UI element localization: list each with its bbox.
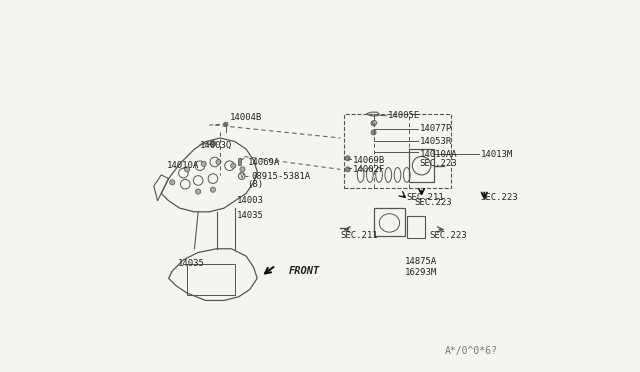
Circle shape [345,167,350,172]
Text: 14875A: 14875A [405,257,437,266]
Text: SEC.223: SEC.223 [429,231,467,240]
Text: V: V [239,173,244,179]
Circle shape [196,189,201,194]
Circle shape [223,122,228,126]
Text: 14010A: 14010A [167,161,199,170]
Text: 14002F: 14002F [353,165,385,174]
Circle shape [210,141,216,147]
Text: 16293M: 16293M [405,268,437,277]
Text: (8): (8) [247,180,263,189]
Bar [344,114,451,188]
Text: 08915-5381A: 08915-5381A [252,172,311,181]
Text: 14069A: 14069A [248,157,280,167]
Text: 14010AA: 14010AA [420,150,458,159]
Text: 14053R: 14053R [420,137,452,146]
Circle shape [211,187,216,192]
Circle shape [230,163,236,168]
Text: 14069B: 14069B [353,155,385,165]
Bar [408,149,435,182]
Circle shape [240,167,245,172]
Text: 14035: 14035 [178,259,205,268]
Text: SEC.223: SEC.223 [414,198,452,207]
Text: FRONT: FRONT [289,266,320,276]
Text: SEC.211: SEC.211 [407,193,444,202]
Circle shape [371,130,376,135]
Text: SEC.223: SEC.223 [420,159,458,169]
Text: 14013M: 14013M [481,150,513,159]
Circle shape [345,156,350,161]
Circle shape [184,167,189,172]
Circle shape [372,121,377,125]
Text: 14003Q: 14003Q [200,141,232,150]
Text: 14005E: 14005E [388,111,420,121]
Circle shape [371,121,376,126]
Text: A*/0^0*6?: A*/0^0*6? [444,346,497,356]
Text: SEC.211: SEC.211 [340,231,378,240]
Text: SEC.223: SEC.223 [481,193,518,202]
Bar [407,215,425,238]
Text: 14004B: 14004B [230,113,262,122]
Circle shape [201,161,206,166]
Bar [187,263,235,295]
Bar [374,208,405,236]
Bar [238,158,241,164]
Text: 14035: 14035 [237,211,264,220]
Circle shape [170,180,175,185]
Text: 14003: 14003 [237,196,264,205]
Circle shape [216,160,221,164]
Text: 14077P: 14077P [420,124,452,133]
